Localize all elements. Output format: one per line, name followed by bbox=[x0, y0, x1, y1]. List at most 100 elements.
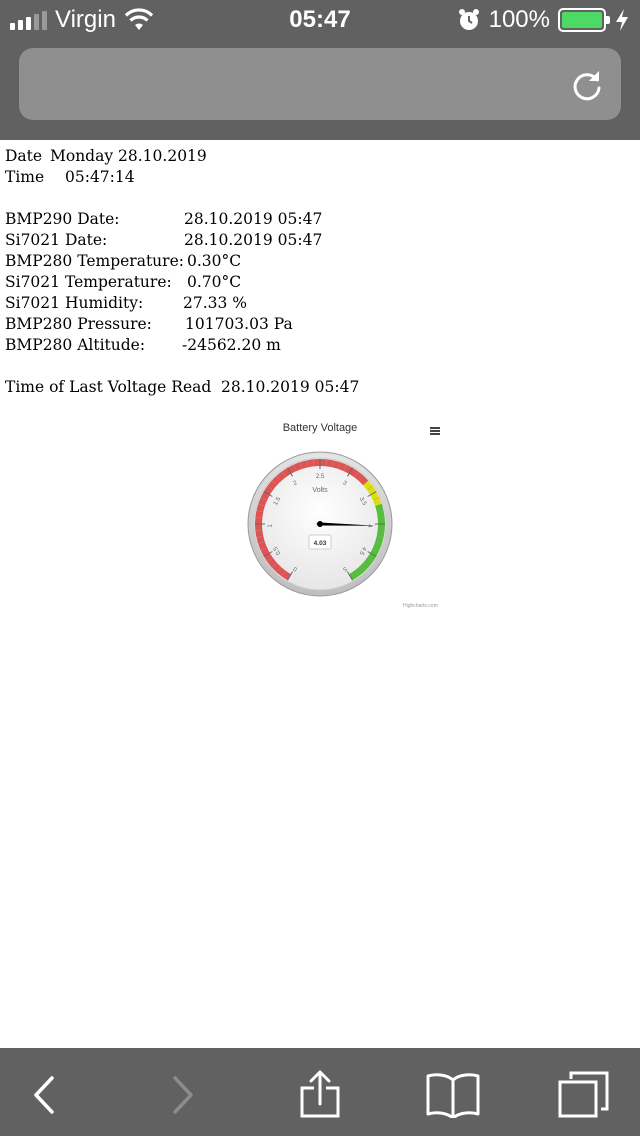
gauge-minor-tick bbox=[256, 510, 263, 512]
gauge-tick-label: 1 bbox=[268, 524, 274, 528]
gauge-major-tick bbox=[263, 491, 273, 497]
carrier-name: Virgin bbox=[55, 6, 116, 33]
gauge-tick-label: 1.5 bbox=[273, 496, 283, 507]
gauge-tick-label: 0.5 bbox=[273, 545, 283, 556]
gauge-minor-tick bbox=[276, 567, 281, 573]
reading-value: 28.10.2019 05:47 bbox=[184, 210, 323, 228]
date-value: Monday 28.10.2019 bbox=[50, 147, 207, 165]
gauge-minor-tick bbox=[367, 558, 373, 563]
gauge-minor-tick bbox=[367, 485, 373, 490]
tabs-icon[interactable] bbox=[557, 1070, 611, 1118]
alarm-clock-icon bbox=[458, 9, 479, 30]
gauge-major-tick bbox=[347, 467, 353, 477]
gauge-major-tick bbox=[263, 551, 273, 557]
gauge-minor-tick bbox=[325, 459, 328, 466]
reading-label: Si7021 Date: bbox=[5, 231, 108, 249]
back-icon[interactable] bbox=[20, 1070, 70, 1118]
gauge-tick-label: 0 bbox=[292, 565, 298, 572]
status-right: 100% bbox=[457, 6, 630, 34]
gauge-minor-tick bbox=[258, 503, 264, 507]
gauge-tick-label: 3.5 bbox=[358, 496, 368, 507]
status-bar: Virgin 05:47 100% bbox=[0, 0, 640, 40]
reload-icon[interactable] bbox=[569, 68, 605, 104]
gauge-value-box bbox=[308, 534, 332, 550]
chart-credits[interactable]: Highcharts.com bbox=[403, 603, 438, 609]
reading-label: BMP280 Temperature: bbox=[5, 252, 184, 270]
gauge-minor-tick bbox=[376, 503, 382, 507]
gauge-minor-tick bbox=[332, 460, 334, 467]
gauge-tick-label: 4.5 bbox=[357, 545, 367, 556]
share-icon[interactable] bbox=[295, 1070, 345, 1118]
reading-label: Si7021 Humidity: bbox=[5, 294, 144, 312]
gauge-minor-tick bbox=[260, 497, 267, 501]
gauge-band bbox=[349, 503, 385, 581]
gauge-minor-tick bbox=[281, 571, 286, 577]
gauge-major-tick bbox=[287, 467, 293, 477]
gauge-major-tick bbox=[347, 571, 353, 581]
gauge-minor-tick bbox=[363, 480, 369, 485]
reading-value: 0.30°C bbox=[187, 252, 242, 270]
chart-menu-icon[interactable] bbox=[428, 425, 442, 437]
gauge-minor-tick bbox=[376, 541, 382, 545]
reading-value: 28.10.2019 05:47 bbox=[184, 231, 323, 249]
gauge-minor-tick bbox=[373, 497, 380, 501]
gauge-minor-tick bbox=[354, 471, 359, 477]
gauge-minor-tick bbox=[271, 480, 277, 485]
gauge-value-label: 4.03 bbox=[314, 540, 327, 547]
time-value: 05:47:14 bbox=[65, 168, 135, 186]
gauge-needle bbox=[316, 522, 376, 526]
chart-title: Battery Voltage bbox=[282, 422, 358, 434]
gauge-svg: 0 0.5 1 1.5 2 2.5 3 3.5 4 4.5 5 Volts 4.03 bbox=[247, 451, 393, 597]
gauge-minor-tick bbox=[312, 459, 315, 466]
url-field[interactable] bbox=[19, 48, 621, 120]
gauge-tick-label: 5 bbox=[341, 565, 347, 572]
gauge-major-tick bbox=[367, 551, 377, 557]
gauge-minor-tick bbox=[281, 471, 286, 477]
voltage-read-value: 28.10.2019 05:47 bbox=[221, 378, 360, 396]
reading-label: BMP280 Pressure: bbox=[5, 315, 152, 333]
gauge-minor-tick bbox=[377, 536, 384, 538]
gauge-minor-tick bbox=[337, 462, 341, 468]
reading-value: 0.70°C bbox=[187, 273, 242, 291]
forward-icon[interactable] bbox=[157, 1070, 207, 1118]
status-time: 05:47 bbox=[289, 6, 351, 33]
reading-value: 27.33 % bbox=[183, 294, 248, 312]
gauge-minor-tick bbox=[276, 475, 281, 481]
battery-voltage-chart: Battery Voltage 0 0.5 1 1.5 2 2.5 3 3.5 4 4.5 5 Vo… bbox=[240, 412, 450, 617]
gauge-minor-tick bbox=[359, 567, 364, 573]
reading-label: BMP280 Altitude: bbox=[5, 336, 146, 354]
gauge-minor-tick bbox=[363, 563, 369, 568]
gauge-minor-tick bbox=[271, 563, 277, 568]
gauge-minor-tick bbox=[255, 516, 262, 519]
browser-toolbar bbox=[0, 1048, 640, 1136]
reading-value: -24562.20 m bbox=[182, 336, 281, 354]
gauge-pivot bbox=[317, 521, 323, 527]
gauge-minor-tick bbox=[267, 485, 273, 490]
gauge-minor-tick bbox=[255, 529, 262, 532]
battery-percentage: 100% bbox=[488, 6, 550, 33]
wifi-icon bbox=[124, 8, 154, 30]
gauge-minor-tick bbox=[377, 510, 384, 512]
gauge-minor-tick bbox=[293, 464, 297, 471]
gauge-band bbox=[255, 459, 369, 581]
gauge-minor-tick bbox=[359, 475, 364, 481]
gauge-minor-tick bbox=[299, 462, 303, 468]
browser-address-bar bbox=[0, 40, 640, 140]
gauge-minor-tick bbox=[260, 547, 267, 551]
charging-bolt-icon bbox=[616, 9, 628, 31]
gauge-tick-label: 2.5 bbox=[316, 474, 325, 480]
time-label: Time bbox=[5, 168, 45, 186]
reading-label: Si7021 Temperature: bbox=[5, 273, 172, 291]
gauge-minor-tick bbox=[378, 516, 385, 519]
gauge-tick-label: 2 bbox=[293, 480, 299, 487]
gauge-minor-tick bbox=[354, 571, 359, 577]
gauge-tick-label: 3 bbox=[342, 480, 348, 487]
gauge-major-tick bbox=[287, 571, 293, 581]
gauge-tick-label: 4 bbox=[366, 524, 372, 528]
gauge-minor-tick bbox=[378, 529, 385, 532]
reading-value: 101703.03 Pa bbox=[185, 315, 293, 333]
gauge-unit-label: Volts bbox=[312, 487, 328, 494]
status-left: Virgin bbox=[10, 6, 154, 34]
bookmarks-icon[interactable] bbox=[426, 1070, 480, 1118]
gauge-minor-tick bbox=[258, 541, 264, 545]
